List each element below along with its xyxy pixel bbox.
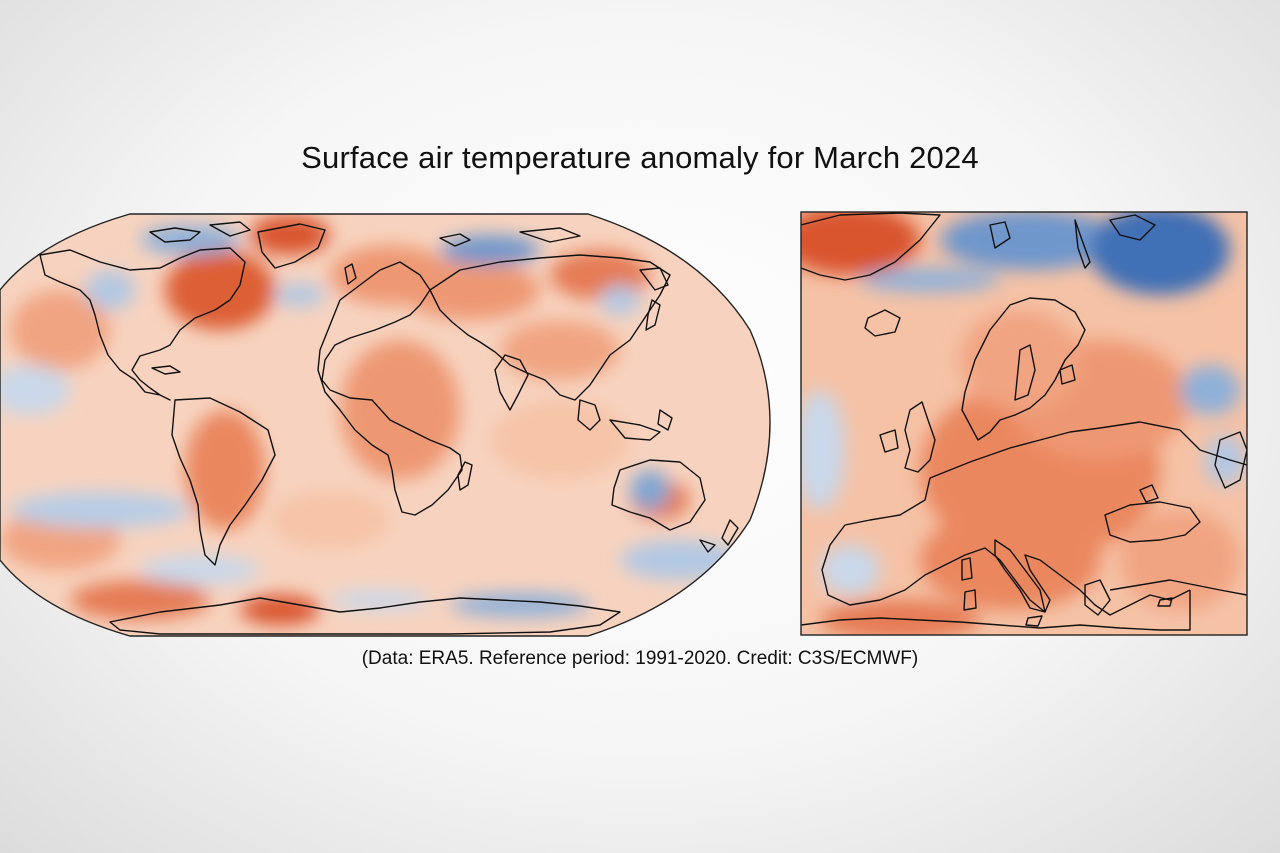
europe-coastlines bbox=[801, 212, 1247, 631]
europe-map bbox=[800, 211, 1248, 636]
global-anomaly-field bbox=[0, 214, 770, 636]
global-map bbox=[0, 213, 771, 637]
map-title: Surface air temperature anomaly for Marc… bbox=[301, 140, 979, 175]
data-credit: (Data: ERA5. Reference period: 1991-2020… bbox=[361, 648, 919, 669]
europe-map-border bbox=[800, 211, 1248, 636]
europe-anomaly-field bbox=[801, 212, 1247, 635]
global-coastlines bbox=[39, 221, 739, 635]
global-map-border bbox=[0, 213, 771, 637]
